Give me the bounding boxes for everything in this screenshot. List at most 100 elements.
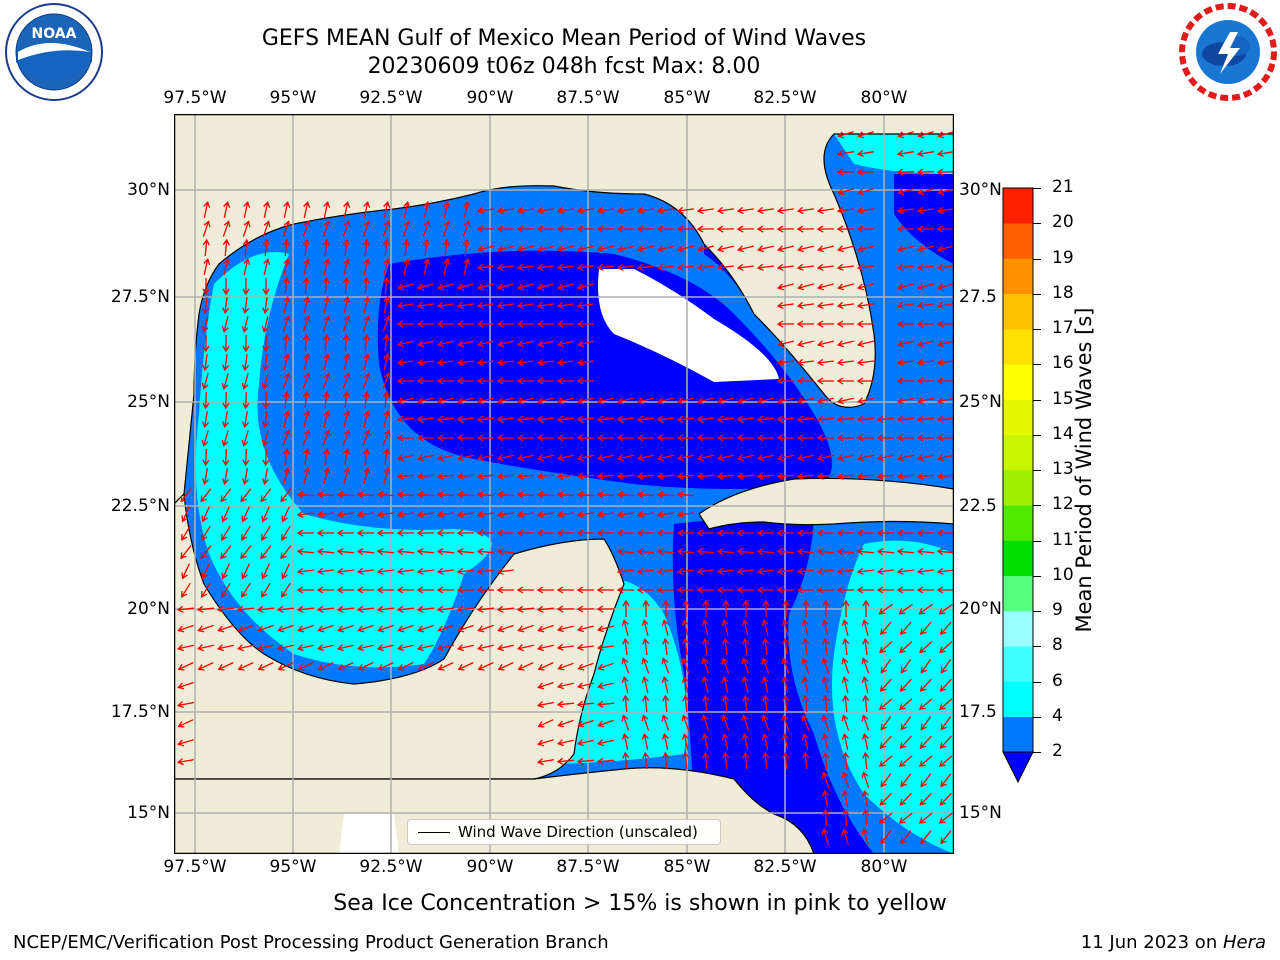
wind-wave-arrow: [476, 567, 494, 575]
wind-wave-arrow: [636, 510, 654, 518]
wind-wave-arrow: [636, 567, 654, 575]
wind-wave-arrow: [496, 225, 515, 233]
colorbar-tick-mark: [1033, 188, 1041, 189]
wind-wave-arrow: [576, 472, 595, 480]
wind-wave-arrow: [223, 200, 231, 218]
wind-wave-arrow: [576, 358, 594, 366]
wind-wave-arrow: [896, 415, 915, 423]
legend-label: Wind Wave Direction (unscaled): [458, 823, 698, 841]
wind-wave-arrow: [317, 662, 334, 671]
wind-wave-arrow: [756, 586, 774, 594]
wind-wave-arrow: [296, 548, 315, 556]
wind-wave-arrow: [536, 434, 555, 442]
wind-wave-arrow: [596, 434, 615, 442]
wind-wave-arrow: [896, 206, 914, 214]
wind-wave-arrow: [517, 624, 534, 633]
wind-wave-arrow: [382, 333, 390, 352]
wind-wave-arrow: [721, 657, 730, 674]
wind-wave-arrow: [616, 225, 635, 233]
wind-wave-arrow: [702, 751, 710, 770]
colorbar-cell: [1003, 329, 1033, 365]
wind-wave-arrow: [236, 644, 254, 652]
wind-wave-arrow: [896, 377, 914, 385]
wind-wave-arrow: [242, 297, 250, 315]
wind-wave-arrow: [896, 263, 914, 271]
wind-wave-arrow: [796, 415, 815, 423]
wind-wave-arrow: [536, 358, 554, 366]
wind-wave-arrow: [383, 200, 391, 218]
wind-wave-arrow: [436, 567, 454, 575]
wind-wave-arrow: [916, 567, 934, 575]
wind-wave-arrow: [242, 448, 250, 467]
wind-wave-arrow: [576, 586, 594, 594]
wind-wave-arrow: [303, 295, 311, 313]
wind-wave-arrow: [777, 283, 794, 291]
wind-wave-arrow: [456, 340, 474, 348]
wind-wave-arrow: [662, 751, 670, 770]
wind-wave-arrow: [776, 301, 794, 309]
wind-wave-arrow: [516, 263, 534, 271]
wind-wave-arrow: [836, 150, 855, 158]
wind-wave-arrow: [817, 283, 834, 291]
wind-wave-arrow: [437, 662, 454, 671]
wind-wave-arrow: [283, 295, 291, 313]
wind-wave-arrow: [701, 618, 709, 636]
wind-wave-arrow: [676, 454, 694, 462]
colorbar-tick-mark: [1033, 681, 1041, 683]
wind-wave-arrow: [836, 263, 854, 271]
wind-wave-arrow: [217, 624, 234, 633]
wind-wave-arrow: [781, 732, 789, 750]
colorbar-cell: [1003, 646, 1033, 682]
wind-wave-arrow: [936, 472, 954, 480]
wind-wave-arrow: [736, 397, 754, 405]
wind-wave-arrow: [761, 618, 769, 636]
wind-wave-arrow: [836, 567, 854, 575]
wind-wave-arrow: [781, 657, 790, 674]
wind-wave-arrow: [841, 828, 849, 845]
wind-wave-arrow: [920, 659, 932, 674]
wind-wave-arrow: [756, 225, 775, 233]
wind-wave-arrow: [241, 563, 250, 580]
wind-wave-arrow: [456, 567, 474, 575]
wind-wave-arrow: [916, 472, 935, 480]
wind-wave-arrow: [282, 276, 290, 295]
colorbar-tick-label: 15: [1052, 388, 1074, 409]
wind-wave-arrow: [322, 238, 330, 257]
wind-wave-arrow: [837, 283, 854, 291]
wind-wave-arrow: [536, 472, 555, 480]
wind-wave-arrow: [736, 415, 755, 423]
wind-wave-arrow: [898, 755, 913, 767]
wind-wave-arrow: [896, 397, 914, 405]
wind-wave-arrow: [596, 739, 614, 747]
wind-wave-arrow: [282, 238, 290, 257]
wind-wave-arrow: [303, 352, 311, 370]
wind-wave-arrow: [862, 751, 870, 770]
wind-wave-arrow: [323, 352, 331, 370]
wind-wave-arrow: [836, 320, 855, 328]
wind-wave-arrow: [383, 257, 391, 275]
wind-wave-arrow: [576, 491, 595, 499]
wind-wave-arrow: [576, 377, 594, 385]
wind-wave-arrow: [899, 621, 912, 635]
wind-wave-arrow: [656, 263, 674, 271]
wind-wave-arrow: [557, 719, 574, 728]
wind-wave-arrow: [898, 603, 913, 615]
wind-wave-arrow: [416, 472, 435, 480]
wind-wave-arrow: [936, 397, 954, 405]
wind-wave-arrow: [939, 698, 953, 711]
wind-wave-arrow: [376, 529, 395, 537]
wind-wave-arrow: [856, 454, 874, 462]
wind-wave-arrow: [836, 340, 854, 348]
wind-wave-arrow: [896, 567, 914, 575]
wind-wave-arrow: [356, 548, 375, 556]
wind-wave-arrow: [861, 828, 869, 845]
wind-wave-arrow: [576, 643, 594, 651]
map-frame: [174, 114, 954, 854]
wind-wave-arrow: [176, 701, 195, 709]
wind-wave-arrow: [716, 586, 734, 594]
wind-wave-arrow: [356, 605, 375, 613]
wind-wave-arrow: [722, 694, 730, 713]
wind-wave-arrow: [816, 320, 835, 328]
wind-wave-arrow: [343, 467, 351, 484]
wind-wave-arrow: [861, 675, 869, 693]
